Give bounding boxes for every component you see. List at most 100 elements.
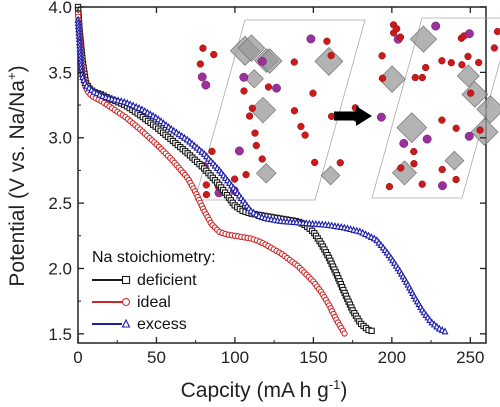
sodium-atom — [239, 72, 249, 82]
oxygen-atom — [245, 112, 254, 120]
y-axis-label: Potential (V vs. Na/Na+) — [4, 65, 29, 286]
sodium-atom — [272, 83, 281, 93]
oxygen-atom — [297, 122, 305, 131]
oxygen-atom — [378, 52, 386, 60]
data-point — [368, 327, 375, 334]
oxygen-atom — [196, 60, 204, 68]
oxygen-atom — [378, 74, 387, 82]
oxygen-atom — [410, 160, 418, 168]
oxygen-atom — [231, 175, 239, 183]
unit-cell-outline — [371, 17, 500, 199]
legend: Na stoichiometry: deficient ideal excess — [92, 249, 216, 333]
oxygen-atom — [476, 126, 484, 134]
polyhedron — [456, 64, 480, 88]
oxygen-atom — [309, 89, 317, 97]
oxygen-atom — [252, 141, 260, 150]
sodium-atom — [464, 29, 474, 39]
polyhedron — [244, 69, 264, 89]
oxygen-atom — [458, 61, 466, 69]
y-tick-label: 2.0 — [48, 259, 72, 278]
oxygen-atom — [290, 107, 299, 115]
y-tick-label: 3.5 — [48, 63, 72, 82]
sodium-atom — [422, 134, 432, 144]
sodium-atom — [431, 21, 441, 31]
oxygen-atom — [422, 63, 430, 72]
legend-label: deficient — [137, 272, 197, 289]
oxygen-atom — [438, 57, 446, 65]
sodium-atom — [234, 146, 244, 156]
oxygen-atom — [210, 50, 218, 59]
oxygen-atom — [410, 147, 418, 156]
oxygen-atom — [418, 73, 426, 82]
x-axis-label: Capcity (mA h g-1) — [181, 377, 348, 402]
polyhedron — [378, 65, 406, 93]
unit-cell-outline — [194, 19, 366, 201]
polyhedron — [392, 160, 417, 186]
oxygen-atom — [240, 87, 248, 95]
series-layer — [74, 3, 449, 337]
oxygen-atom — [327, 112, 336, 121]
sodium-atom — [257, 56, 267, 66]
oxygen-atom — [490, 44, 499, 52]
oxygen-atom — [327, 51, 335, 60]
polyhedron — [320, 165, 341, 186]
polyhedron — [237, 34, 266, 62]
y-tick-label: 3.0 — [48, 129, 72, 148]
y-tick-label: 2.5 — [48, 194, 72, 213]
polyhedron — [470, 118, 499, 146]
oxygen-atom — [208, 147, 216, 155]
oxygen-atom — [438, 165, 446, 174]
polyhedron — [256, 48, 283, 74]
x-tick-label: 50 — [147, 348, 166, 367]
data-point — [121, 275, 131, 285]
polyhedron — [409, 25, 438, 53]
x-tick-label: 150 — [299, 348, 327, 367]
legend-item-ideal: ideal — [92, 294, 171, 311]
x-tick-label: 0 — [73, 348, 82, 367]
legend-label: ideal — [137, 294, 171, 311]
crystal-structure-right-icon — [371, 17, 500, 199]
oxygen-atom — [385, 182, 394, 191]
oxygen-atom — [493, 27, 500, 36]
oxygen-atom — [242, 170, 250, 179]
oxygen-atom — [475, 58, 483, 67]
oxygen-atom — [393, 25, 401, 33]
oxygen-atom — [311, 158, 319, 167]
legend-title: Na stoichiometry: — [92, 249, 216, 266]
legend-label: excess — [137, 316, 187, 333]
oxygen-atom — [397, 164, 405, 172]
sodium-atom — [399, 138, 409, 148]
sodium-atom — [197, 72, 207, 82]
polyhedron — [444, 150, 465, 171]
oxygen-atom — [258, 155, 266, 163]
polyhedron — [255, 163, 277, 184]
transformation-arrow-icon — [334, 106, 372, 126]
data-point — [441, 327, 449, 335]
oxygen-atom — [467, 89, 475, 97]
oxygen-atom — [418, 180, 426, 188]
series-excess — [74, 15, 449, 335]
oxygen-atom — [411, 73, 419, 82]
sodium-atom — [201, 80, 211, 90]
legend-item-deficient: deficient — [92, 272, 197, 289]
oxygen-atom — [438, 116, 446, 124]
x-tick-label: 200 — [378, 348, 406, 367]
oxygen-atom — [452, 124, 460, 132]
oxygen-atom — [202, 190, 211, 199]
x-tick-label: 250 — [456, 348, 484, 367]
data-point — [341, 330, 348, 337]
polyhedron — [314, 47, 344, 76]
data-point — [121, 318, 131, 328]
sodium-atom — [438, 181, 447, 191]
crystal-structure-left-icon — [194, 19, 366, 201]
oxygen-atom — [452, 175, 460, 184]
oxygen-atom — [264, 83, 273, 91]
oxygen-atom — [464, 52, 472, 61]
polyhedron — [461, 81, 489, 108]
y-axis-ticks: 1.5 2.0 2.5 3.0 3.5 4.0 — [48, 0, 486, 344]
legend-item-excess: excess — [92, 316, 187, 333]
oxygen-atom — [396, 33, 405, 41]
x-axis-ticks: 0 50 100 150 200 250 — [73, 7, 484, 367]
oxygen-atom — [447, 59, 455, 67]
